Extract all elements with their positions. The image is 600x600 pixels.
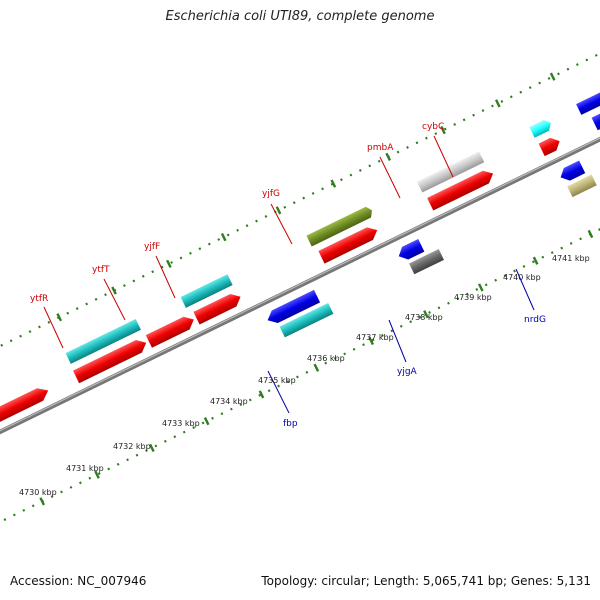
gene-block[interactable] (180, 274, 233, 308)
gene-block[interactable] (409, 249, 444, 275)
gene-label-cybC[interactable]: cybC (422, 122, 444, 132)
gene-arrow[interactable] (558, 160, 586, 184)
forward-genes-outer (65, 65, 600, 364)
gene-label-ytfR[interactable]: ytfR (30, 294, 48, 304)
gene-label-yjfF[interactable]: yjfF (144, 242, 160, 252)
gene-block[interactable] (567, 174, 597, 198)
kbp-label: 4731 kbp (66, 464, 104, 473)
kbp-label: 4734 kbp (210, 397, 248, 406)
outer-major-ticks (56, 72, 556, 322)
gene-arrow[interactable] (0, 384, 51, 430)
kbp-label: 4740 kbp (503, 273, 541, 282)
kbp-label: 4733 kbp (162, 419, 200, 428)
gene-arrow[interactable] (538, 135, 563, 157)
gene-labels: ytfR ytfT yjfF yjfG pmbA cybC fbp yjgA n… (30, 122, 546, 429)
gene-arrow[interactable] (265, 289, 321, 327)
gene-arrow[interactable] (73, 336, 149, 384)
gene-arrow[interactable] (529, 118, 553, 138)
gene-arrow[interactable] (193, 290, 243, 325)
genome-backbone (0, 58, 600, 519)
gene-label-fbp[interactable]: fbp (283, 419, 298, 429)
kbp-labels: 4730 kbp 4731 kbp 4732 kbp 4733 kbp 4734… (19, 254, 590, 497)
kbp-label: 4735 kbp (258, 376, 296, 385)
gene-arrow[interactable] (318, 224, 380, 264)
gene-arrow[interactable] (576, 65, 600, 115)
label-leaders (43, 135, 535, 414)
inner-major-ticks (39, 229, 594, 506)
kbp-label: 4738 kbp (405, 313, 443, 322)
kbp-label: 4730 kbp (19, 488, 57, 497)
forward-genes (0, 83, 600, 430)
map-title: Escherichia coli UTI89, complete genome (165, 9, 435, 24)
kbp-label: 4736 kbp (307, 354, 345, 363)
gene-arrow[interactable] (427, 167, 496, 211)
gene-arrow[interactable] (396, 239, 425, 263)
kbp-label: 4732 kbp (113, 442, 151, 451)
gene-label-nrdG[interactable]: nrdG (524, 315, 546, 325)
gene-label-pmbA[interactable]: pmbA (367, 143, 394, 153)
genome-summary-text: Topology: circular; Length: 5,065,741 bp… (261, 574, 591, 588)
kbp-label: 4741 kbp (552, 254, 590, 263)
gene-label-yjgA[interactable]: yjgA (397, 367, 418, 377)
gene-label-yjfG[interactable]: yjfG (262, 189, 280, 199)
gene-arrow[interactable] (306, 205, 374, 247)
gene-arrow[interactable] (145, 313, 197, 348)
gene-label-ytfT[interactable]: ytfT (92, 265, 110, 275)
gene-block[interactable] (279, 302, 334, 338)
inner-tick-line (0, 132, 600, 591)
kbp-label: 4739 kbp (454, 293, 492, 302)
kbp-label: 4737 kbp (356, 333, 394, 342)
outer-tick-line (0, 0, 600, 449)
gene-block[interactable] (65, 318, 141, 364)
reverse-genes (265, 160, 597, 338)
accession-text: Accession: NC_007946 (10, 574, 147, 588)
